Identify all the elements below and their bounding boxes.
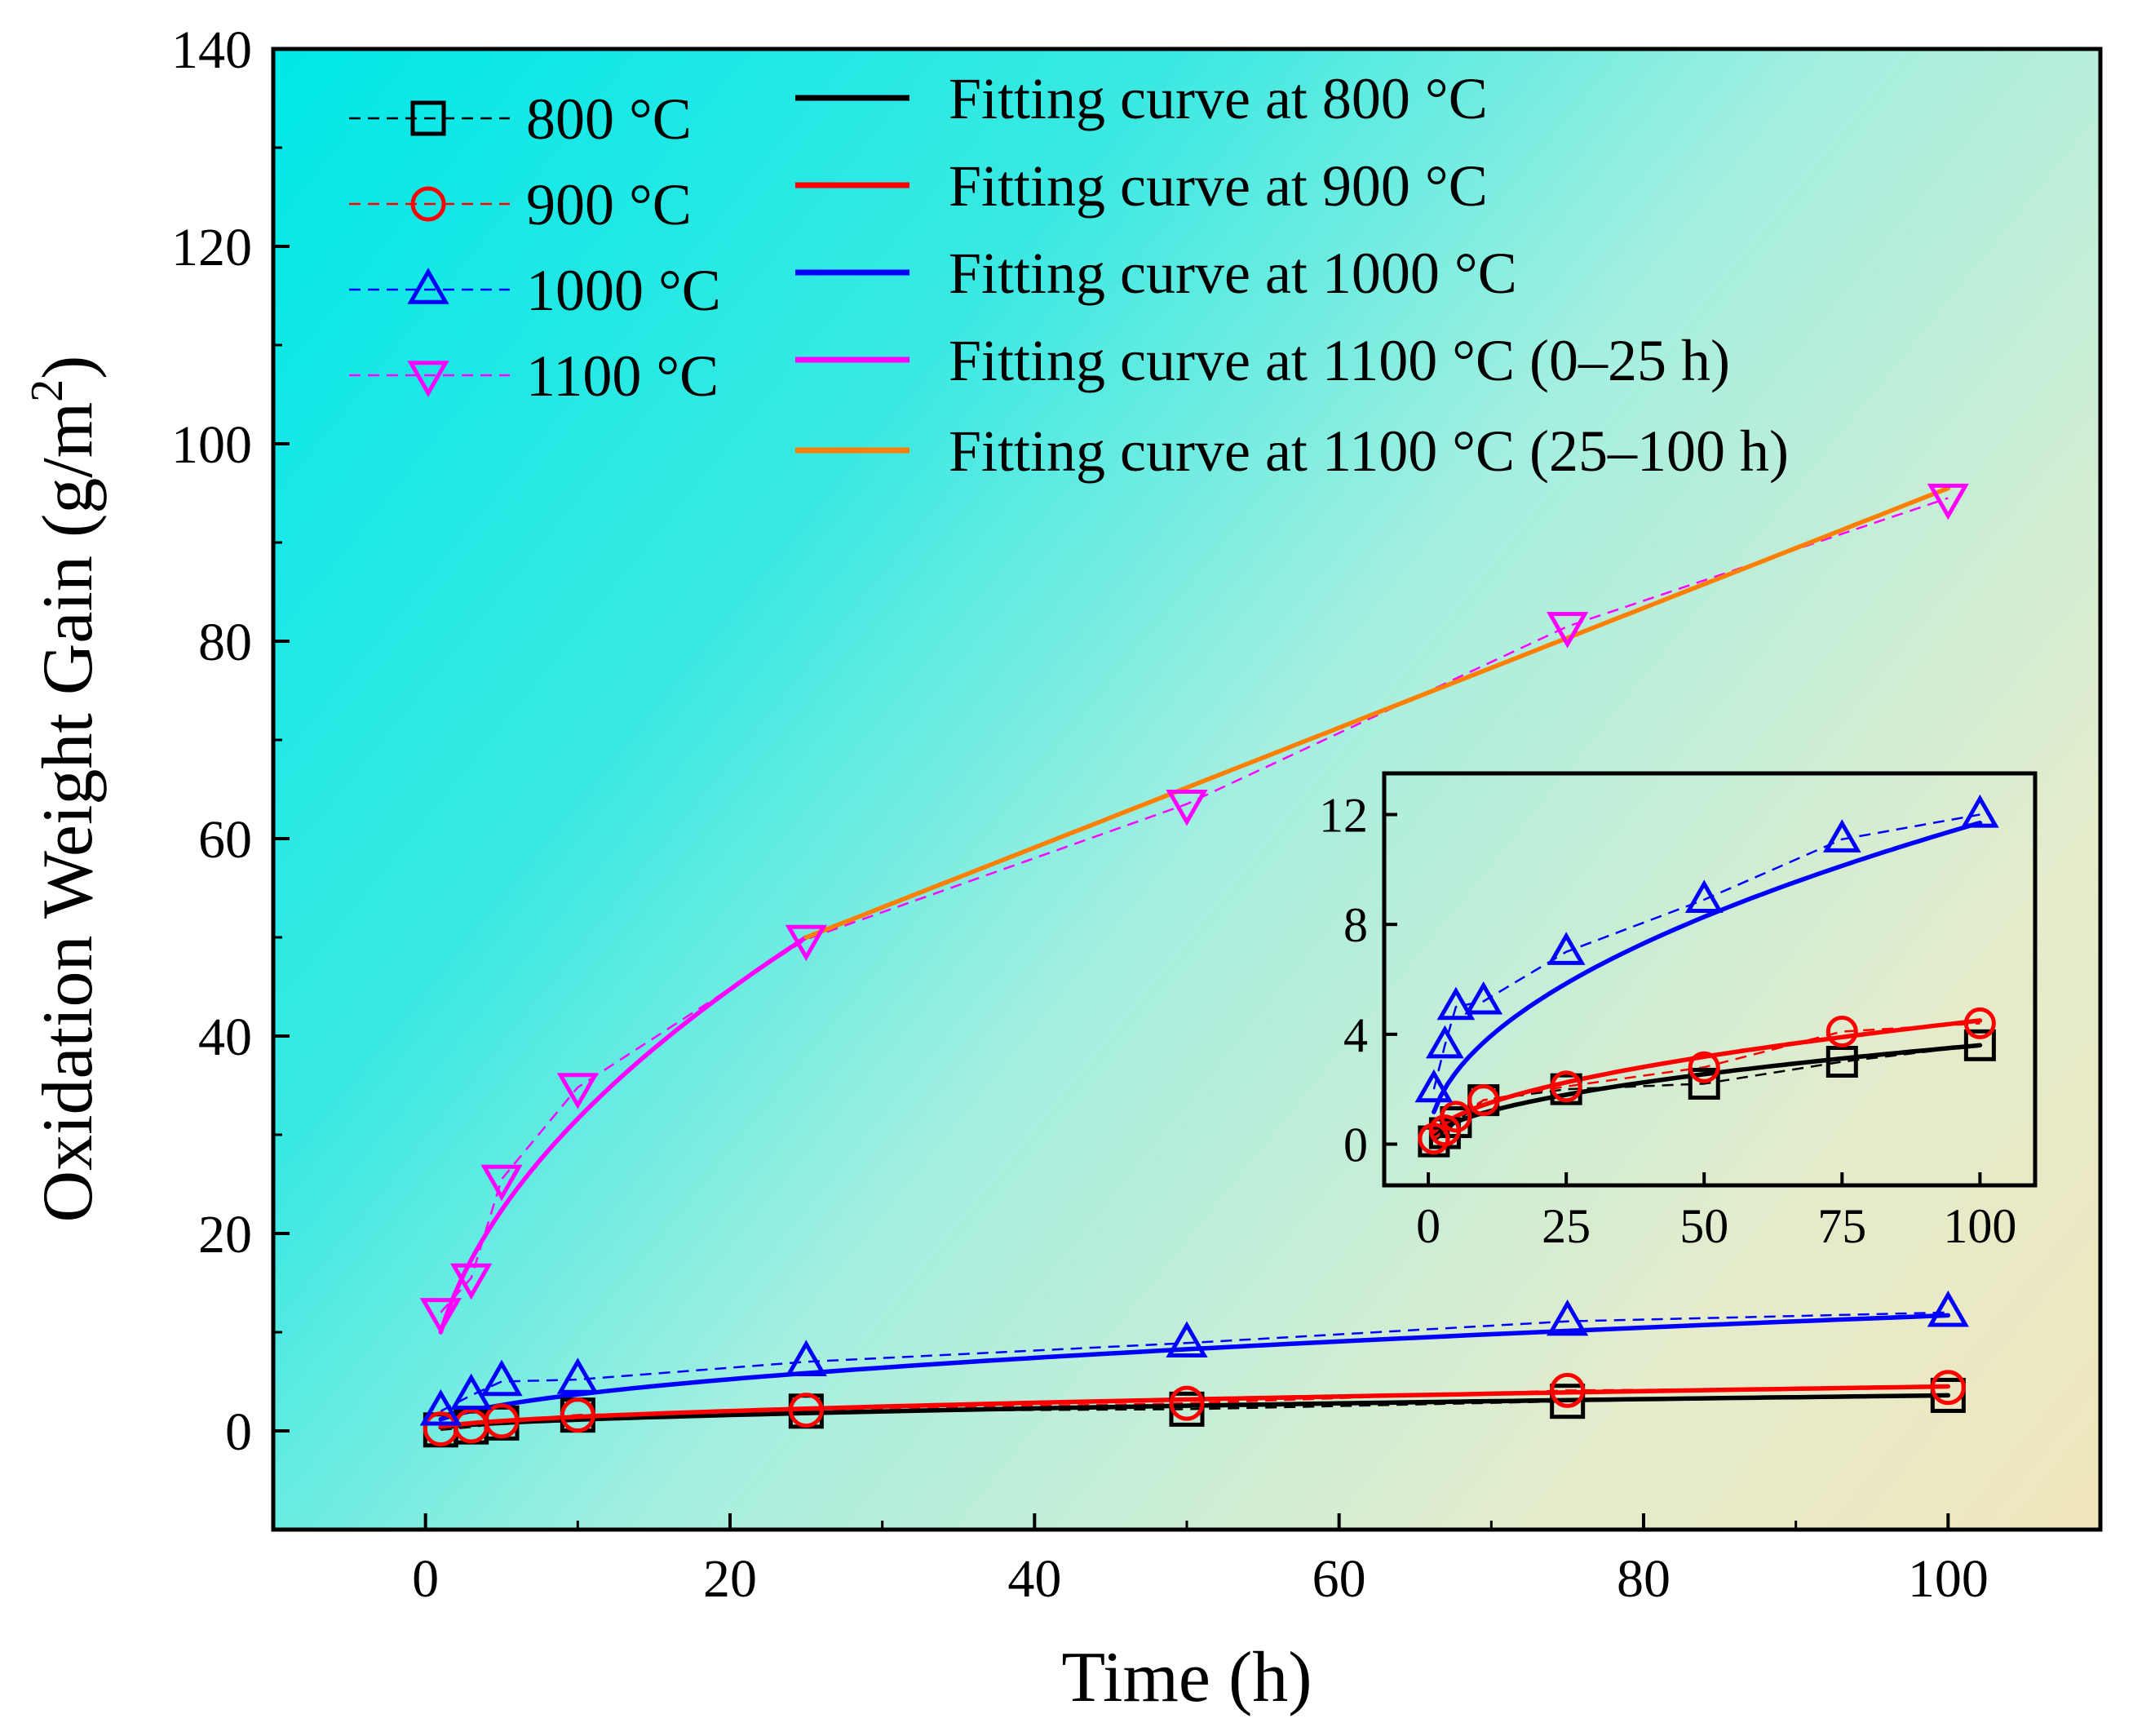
main-point-1000-c-7 — [1927, 1290, 1969, 1327]
inset-y-tick-label: 4 — [1343, 1008, 1368, 1062]
legend-label-fitting-curve-at-1100-c-25-100-h: Fitting curve at 1100 °C (25–100 h) — [949, 418, 1789, 484]
x-axis-label: Time (h) — [1061, 1638, 1312, 1717]
inset-point-900-c-7 — [1963, 1007, 1996, 1039]
main-point-900-c-7 — [1930, 1370, 1966, 1406]
y-axis-label: Oxidation Weight Gain (g/m2) — [22, 356, 108, 1223]
y-axis-label-main: Oxidation Weight Gain (g/m — [29, 402, 108, 1223]
main-point-1100-c-3 — [556, 1073, 599, 1109]
legend-label-fitting-curve-at-900-c: Fitting curve at 900 °C — [949, 153, 1488, 219]
main-point-1100-c-0 — [419, 1298, 462, 1335]
main-point-1100-c-2 — [480, 1164, 523, 1202]
inset-y-tick-label: 8 — [1343, 898, 1368, 952]
main-fit-fitting-curve-at-1000-c — [438, 1313, 1951, 1422]
x-tick-label: 100 — [1908, 1549, 1989, 1609]
main-point-1000-c-1 — [450, 1373, 493, 1410]
main-fit-fitting-curve-at-1100-c-25-100-h — [803, 485, 1951, 940]
y-tick-label: 40 — [198, 1008, 252, 1067]
main-point-800-c-6 — [1550, 1384, 1586, 1419]
inset-frame — [1382, 771, 2038, 1188]
legend-marker-900-c — [410, 186, 446, 222]
y-tick-label: 20 — [198, 1205, 252, 1264]
inset-point-800-c-6 — [1825, 1046, 1858, 1078]
y-tick-label: 60 — [198, 810, 252, 870]
inset-x-tick-label: 0 — [1416, 1199, 1440, 1253]
inset-point-900-c-4 — [1550, 1070, 1582, 1103]
legend-marker-1100-c — [407, 361, 449, 397]
inset-point-800-c-5 — [1688, 1067, 1720, 1100]
inset-x-tick-label: 50 — [1679, 1199, 1728, 1253]
inset-point-1000-c-7 — [1961, 794, 1999, 828]
legend-label-800-c: 800 °C — [526, 86, 692, 152]
legend-label-fitting-curve-at-1000-c: Fitting curve at 1000 °C — [949, 241, 1517, 306]
inset-point-900-c-6 — [1825, 1015, 1858, 1047]
main-point-1000-c-6 — [1547, 1299, 1589, 1336]
legend-label-1000-c: 1000 °C — [526, 258, 721, 323]
x-tick-label: 20 — [703, 1549, 757, 1609]
plot-frame — [271, 46, 2103, 1532]
main-point-900-c-2 — [484, 1403, 520, 1439]
inset-point-800-c-7 — [1963, 1029, 1996, 1061]
inset-fit-fitting-curve-at-1000-c — [1432, 820, 1983, 1114]
x-tick-label: 80 — [1617, 1549, 1671, 1609]
main-point-1000-c-0 — [419, 1388, 462, 1426]
main-point-1100-c-1 — [450, 1263, 493, 1300]
inset-point-1000-c-3 — [1464, 981, 1503, 1015]
inset-point-1000-c-2 — [1436, 986, 1476, 1021]
legend-label-900-c: 900 °C — [526, 172, 692, 237]
inset-plot: 0 25 50 75 100 0 4 8 12 — [1319, 771, 2038, 1253]
inset-point-1000-c-1 — [1426, 1025, 1464, 1059]
main-point-1100-c-5 — [1166, 789, 1208, 826]
inset-x-tick-label: 75 — [1817, 1199, 1866, 1253]
x-tick-label: 40 — [1007, 1549, 1061, 1609]
main-point-900-c-4 — [788, 1393, 824, 1428]
y-axis-label-end: ) — [29, 356, 108, 379]
main-point-900-c-6 — [1550, 1372, 1586, 1408]
inset-point-1000-c-6 — [1822, 819, 1861, 852]
x-tick-label: 60 — [1312, 1549, 1366, 1609]
inset-series-line-900-c — [1433, 1022, 1980, 1140]
main-point-900-c-5 — [1169, 1385, 1205, 1421]
main-fit-fitting-curve-at-1100-c-0-25-h — [438, 935, 809, 1335]
main-point-1100-c-7 — [1927, 483, 1969, 520]
main-fit-fitting-curve-at-800-c — [438, 1393, 1951, 1430]
legend-label-1100-c: 1100 °C — [526, 343, 719, 409]
inset-x-tick-label: 100 — [1943, 1199, 2016, 1253]
y-tick-label: 0 — [225, 1402, 252, 1462]
legend-marker-800-c — [410, 100, 446, 136]
main-series-line-1100-c — [440, 497, 1949, 1313]
y-axis-label-sup: 2 — [22, 379, 73, 402]
main-point-1100-c-4 — [785, 924, 827, 962]
main-point-900-c-3 — [560, 1397, 595, 1433]
legend: 800 °C 900 °C 1000 °C 1100 °C Fitting curve … — [349, 66, 1789, 484]
inset-y-tick-label: 12 — [1319, 789, 1368, 843]
legend-label-fitting-curve-at-1100-c-0-25-h: Fitting curve at 1100 °C (0–25 h) — [949, 328, 1730, 393]
main-series-line-1000-c — [440, 1311, 1949, 1412]
inset-point-1000-c-0 — [1414, 1069, 1454, 1103]
inset-fit-fitting-curve-at-900-c — [1432, 1018, 1983, 1135]
legend-marker-1000-c — [407, 268, 449, 304]
inset-point-1000-c-4 — [1547, 932, 1586, 965]
inset-point-900-c-2 — [1440, 1100, 1472, 1133]
y-tick-label: 80 — [198, 613, 252, 672]
y-tick-label: 100 — [171, 415, 252, 475]
inset-series-line-800-c — [1433, 1044, 1980, 1143]
main-point-1000-c-2 — [480, 1359, 523, 1397]
y-tick-label: 140 — [171, 20, 252, 80]
main-point-1000-c-5 — [1166, 1321, 1208, 1358]
main-point-1100-c-6 — [1547, 612, 1589, 649]
x-tick-label: 0 — [412, 1549, 439, 1609]
inset-x-tick-label: 25 — [1542, 1199, 1591, 1253]
inset-point-900-c-3 — [1467, 1084, 1500, 1117]
main-point-1000-c-3 — [556, 1357, 599, 1394]
inset-fit-fitting-curve-at-800-c — [1432, 1043, 1983, 1137]
y-tick-label: 120 — [171, 218, 252, 277]
inset-y-tick-label: 0 — [1343, 1118, 1368, 1172]
main-fit-fitting-curve-at-900-c — [438, 1384, 1951, 1429]
inset-point-1000-c-5 — [1684, 879, 1724, 913]
main-point-1000-c-4 — [785, 1340, 827, 1376]
legend-label-fitting-curve-at-800-c: Fitting curve at 800 °C — [949, 66, 1488, 131]
inset-point-900-c-5 — [1688, 1051, 1720, 1083]
